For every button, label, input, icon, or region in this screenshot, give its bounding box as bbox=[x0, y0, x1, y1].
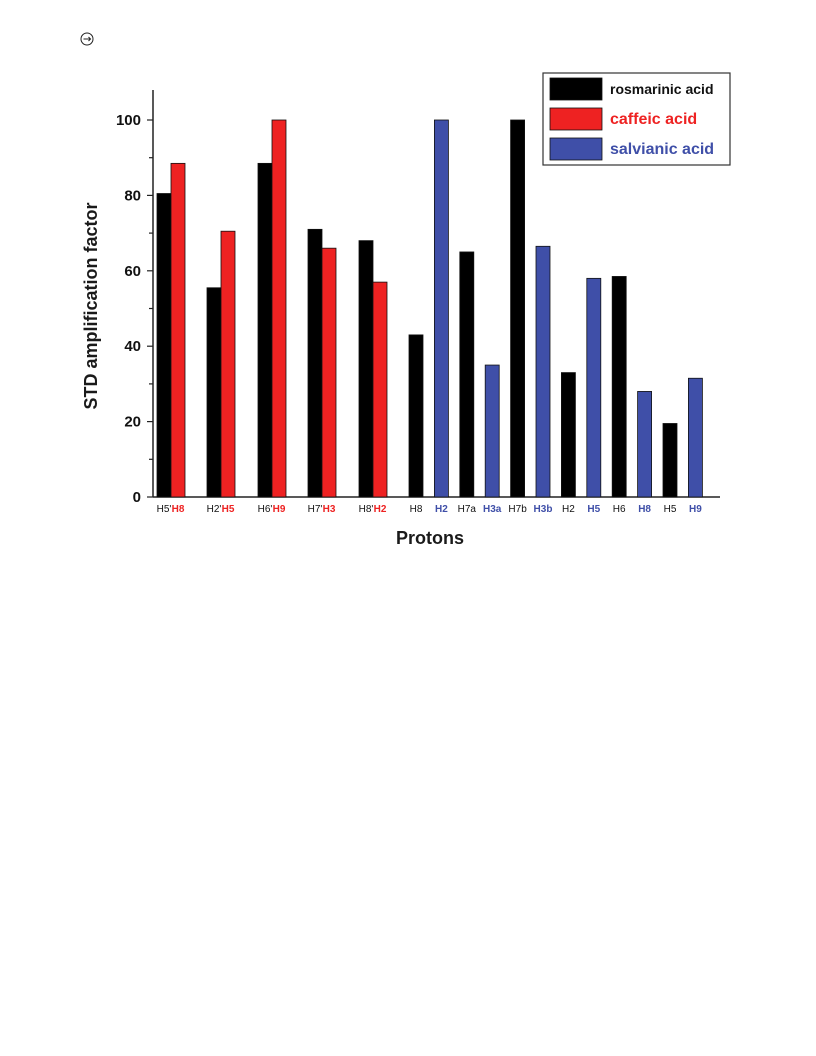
bar bbox=[358, 240, 374, 498]
legend-label: rosmarinic acid bbox=[610, 81, 714, 97]
bar bbox=[433, 119, 449, 498]
y-tick-label: 20 bbox=[124, 414, 141, 431]
category-label: H3a bbox=[483, 504, 502, 515]
bar bbox=[307, 228, 323, 498]
y-tick-label: 0 bbox=[133, 489, 141, 506]
legend-swatch bbox=[549, 77, 603, 101]
category-label: H3 bbox=[323, 504, 336, 515]
category-label: H6' bbox=[258, 504, 273, 515]
category-label: H6 bbox=[613, 504, 626, 515]
category-label: H8 bbox=[172, 504, 185, 515]
category-label: H8 bbox=[638, 504, 651, 515]
category-label: H5 bbox=[664, 504, 677, 515]
bar bbox=[637, 391, 652, 498]
category-label: H2' bbox=[207, 504, 222, 515]
category-label: H7' bbox=[308, 504, 323, 515]
category-label: H2 bbox=[435, 504, 448, 515]
bar bbox=[170, 162, 186, 498]
y-tick-label: 80 bbox=[124, 187, 141, 204]
category-label: H9 bbox=[689, 504, 702, 515]
bar bbox=[662, 423, 678, 498]
category-labels: H5' H8 H2' H5 H6' H9 H7' H3 H8' H2 H8 H2 H7a H3a H7b H3… bbox=[157, 504, 703, 515]
legend: rosmarinic acid caffeic acid salvianic aci… bbox=[542, 72, 731, 166]
bar bbox=[611, 276, 627, 498]
bar bbox=[206, 287, 222, 498]
legend-swatch bbox=[549, 107, 603, 131]
bar bbox=[586, 277, 602, 498]
circle-arrow-icon bbox=[80, 32, 94, 46]
category-label: H5' bbox=[157, 504, 172, 515]
category-label: H2 bbox=[374, 504, 387, 515]
category-label: H7a bbox=[458, 504, 477, 515]
bar bbox=[510, 119, 526, 498]
bar bbox=[688, 377, 703, 498]
category-label: H5 bbox=[222, 504, 235, 515]
category-label: H8' bbox=[359, 504, 374, 515]
bars bbox=[156, 119, 703, 498]
bar bbox=[220, 230, 236, 498]
bar bbox=[372, 281, 388, 498]
bar bbox=[156, 193, 172, 498]
x-axis-title: Protons bbox=[396, 528, 464, 548]
legend-label: caffeic acid bbox=[610, 111, 697, 128]
category-label: H9 bbox=[273, 504, 286, 515]
y-axis-title: STD amplification factor bbox=[81, 202, 101, 409]
legend-label: salvianic acid bbox=[610, 141, 714, 158]
bar bbox=[271, 119, 287, 498]
bar bbox=[561, 372, 576, 498]
category-label: H5 bbox=[587, 504, 600, 515]
y-tick-label: 60 bbox=[124, 263, 141, 280]
category-label: H8 bbox=[410, 504, 423, 515]
y-tick-label: 40 bbox=[124, 338, 141, 355]
bar bbox=[321, 247, 337, 498]
legend-swatch bbox=[549, 137, 603, 161]
bar bbox=[257, 162, 273, 498]
bar bbox=[484, 364, 500, 498]
bar bbox=[408, 334, 424, 498]
category-label: H3b bbox=[534, 504, 553, 515]
bar bbox=[459, 251, 475, 498]
y-tick-label: 100 bbox=[116, 112, 141, 129]
category-label: H2 bbox=[562, 504, 575, 515]
bar bbox=[535, 245, 551, 498]
category-label: H7b bbox=[508, 504, 527, 515]
